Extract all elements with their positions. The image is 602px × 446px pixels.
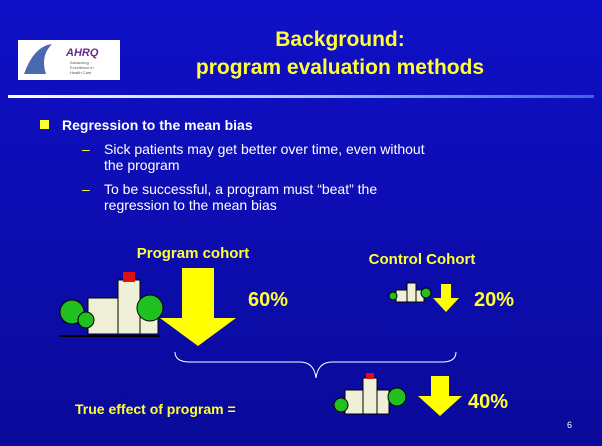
sub-bullet: To be successful, a program must “beat” … — [104, 181, 377, 197]
tree — [388, 388, 406, 406]
tree — [389, 292, 397, 300]
logo-text: AHRQ — [65, 47, 99, 59]
bullet-marker — [40, 120, 49, 129]
effect-pct: 40% — [468, 391, 508, 413]
tree — [334, 398, 348, 412]
page-number: 6 — [567, 420, 572, 430]
tree — [78, 312, 94, 328]
logo: AHRQ Advancing Excellence in Health Care — [18, 40, 120, 80]
sub-bullet: regression to the mean bias — [104, 197, 277, 213]
building — [407, 283, 416, 302]
sub-bullet: Sick patients may get better over time, … — [104, 141, 425, 157]
tree — [421, 288, 431, 298]
bullet: Regression to the mean bias — [62, 117, 253, 133]
sub-bullet: the program — [104, 157, 179, 173]
program-pct: 60% — [248, 289, 288, 311]
sign — [366, 373, 374, 379]
sign — [123, 272, 135, 282]
dash: – — [82, 141, 90, 157]
title: Background: — [275, 28, 405, 51]
title-rule — [8, 95, 594, 98]
effect-label: True effect of program = — [75, 401, 236, 417]
slide: AHRQ Advancing Excellence in Health Care… — [0, 0, 602, 446]
logo-tagline: Health Care — [70, 70, 92, 75]
program-label: Program cohort — [137, 245, 250, 262]
building — [363, 378, 377, 414]
control-label: Control Cohort — [369, 251, 476, 268]
control-pct: 20% — [474, 289, 514, 311]
dash: – — [82, 181, 90, 197]
tree — [137, 295, 163, 321]
title: program evaluation methods — [196, 56, 484, 79]
